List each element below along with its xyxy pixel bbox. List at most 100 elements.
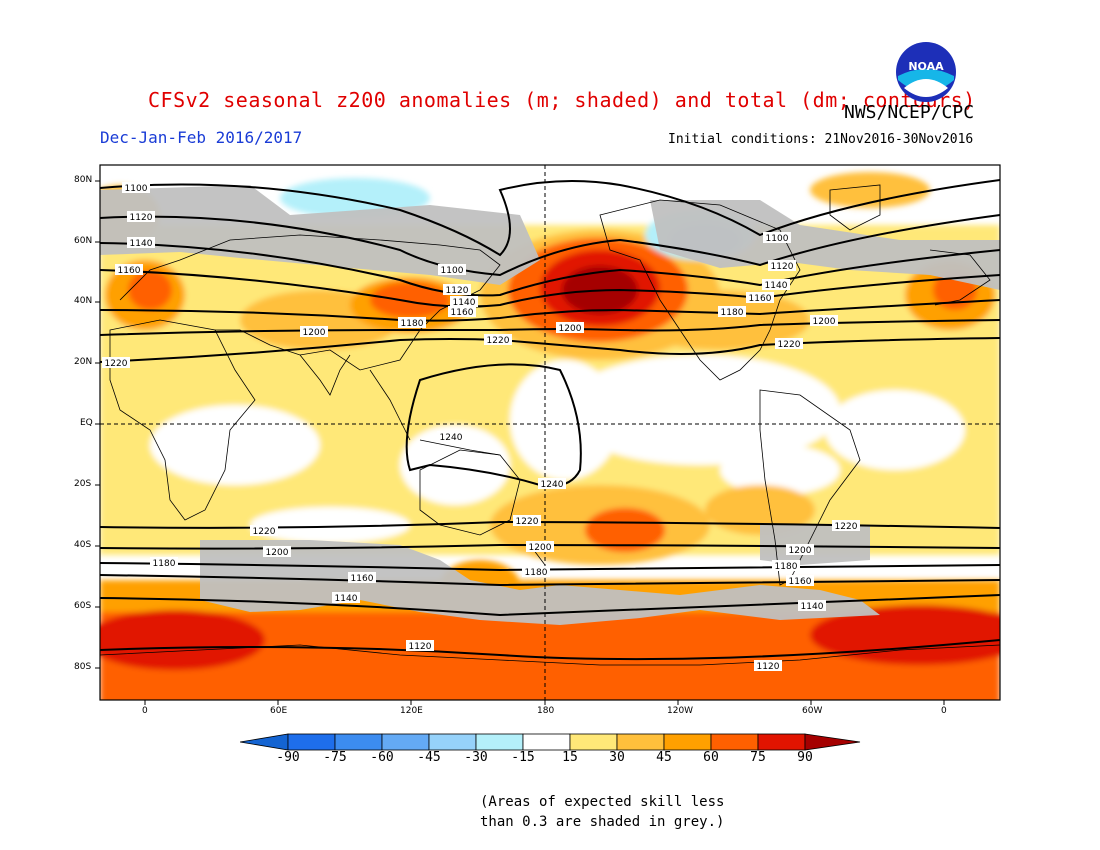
contour-label: 1180 (721, 308, 744, 318)
lat-label: EQ (80, 418, 93, 428)
colorbar-segment (334, 733, 383, 751)
initial-conditions: Initial conditions: 21Nov2016-30Nov2016 (668, 132, 974, 147)
contour-labels: 1100 1120 1140 1160 1100 1120 1140 1160 … (102, 182, 860, 672)
colorbar-segment (616, 733, 665, 751)
colorbar-label: -30 (464, 750, 488, 765)
lon-label: 0 (941, 706, 947, 716)
contour-label: 1120 (771, 262, 794, 272)
lon-label: 120E (400, 706, 423, 716)
contour-label: 1220 (487, 336, 510, 346)
chart-title: CFSv2 seasonal z200 anomalies (m; shaded… (148, 88, 976, 112)
colorbar-segment (804, 733, 861, 751)
lon-label: 0 (142, 706, 148, 716)
contour-s1140 (100, 594, 1000, 617)
contour-label: 1160 (749, 294, 772, 304)
lat-label: 60N (74, 236, 93, 246)
contour-label: 1160 (118, 266, 141, 276)
contour-s1160 (100, 574, 1000, 587)
contour-label: 1220 (253, 527, 276, 537)
map-frame (99, 164, 1001, 701)
lat-label: 40S (74, 540, 92, 550)
contour-label: 1100 (766, 234, 789, 244)
colorbar-segment (428, 733, 477, 751)
contour-label: 1140 (765, 281, 788, 291)
agency-label: NWS/NCEP/CPC (844, 102, 975, 123)
lon-label: 120W (667, 706, 694, 716)
contour-label: 1200 (529, 543, 552, 553)
contour-label: 1180 (153, 559, 176, 569)
colorbar-label: 75 (750, 750, 766, 765)
contour-s1180 (100, 562, 1000, 572)
colorbar-label: -45 (417, 750, 441, 765)
contour-label: 1220 (778, 340, 801, 350)
contour-1220 (100, 337, 1000, 363)
contour-label: 1240 (440, 433, 463, 443)
contour-label: 1220 (835, 522, 858, 532)
lon-label: 60W (802, 706, 823, 716)
contour-label: 1140 (801, 602, 824, 612)
colorbar-label: -60 (370, 750, 394, 765)
lat-label: 80S (74, 662, 92, 672)
forecast-period: Dec-Jan-Feb 2016/2017 (100, 128, 303, 147)
colorbar-label: 15 (562, 750, 578, 765)
contour-1140 (100, 242, 1000, 297)
colorbar-label: -15 (511, 750, 535, 765)
axis-ticks (95, 180, 945, 705)
colorbar-segment (475, 733, 524, 751)
contour-label: 1140 (130, 239, 153, 249)
lat-label: 40N (74, 296, 93, 306)
lon-label: 180 (537, 706, 555, 716)
lat-label: 20N (74, 357, 93, 367)
contour-label: 1200 (813, 317, 836, 327)
contour-label: 1240 (541, 480, 564, 490)
contour-label: 1200 (789, 546, 812, 556)
colorbar-segment (240, 733, 289, 751)
noaa-logo-icon: NOAA (896, 42, 956, 102)
lat-label: 80N (74, 175, 93, 185)
contour-label: 1180 (775, 562, 798, 572)
contour-label: 1100 (441, 266, 464, 276)
skill-note: (Areas of expected skill less than 0.3 a… (480, 792, 724, 832)
lon-label: 60E (270, 706, 288, 716)
contour-label: 1120 (409, 642, 432, 652)
colorbar-label: 30 (609, 750, 625, 765)
contour-label: 1160 (351, 574, 374, 584)
contour-1120 (100, 214, 1000, 277)
contour-label: 1180 (525, 568, 548, 578)
colorbar-segment (381, 733, 430, 751)
contour-label: 1220 (516, 517, 539, 527)
contour-label: 1180 (401, 319, 424, 329)
contour-label: 1200 (559, 324, 582, 334)
colorbar-segment (710, 733, 759, 751)
contour-label: 1100 (125, 184, 148, 194)
contour-label: 1200 (266, 548, 289, 558)
colorbar-segment (757, 733, 806, 751)
contour-label: 1120 (757, 662, 780, 672)
colorbar (240, 733, 861, 751)
lat-label: 60S (74, 601, 92, 611)
contour-label: 1120 (130, 213, 153, 223)
contour-1100 (100, 179, 1000, 257)
contour-label: 1160 (789, 577, 812, 587)
contour-label: 1140 (453, 298, 476, 308)
contour-label: 1200 (303, 328, 326, 338)
colorbar-label: 90 (797, 750, 813, 765)
contour-s1120 (100, 639, 1000, 661)
contour-label: 1120 (446, 286, 469, 296)
contour-1160 (100, 269, 1000, 308)
colorbar-label: -90 (276, 750, 300, 765)
colorbar-segment (569, 733, 618, 751)
contour-label: 1220 (105, 359, 128, 369)
colorbar-label: 60 (703, 750, 719, 765)
skill-note-line: (Areas of expected skill less (480, 794, 725, 810)
contour-1240 (405, 363, 582, 487)
skill-note-line: than 0.3 are shaded in grey.) (480, 814, 725, 830)
contour-s1200 (100, 543, 1000, 550)
contour-s1220 (100, 520, 1000, 529)
colorbar-label: -75 (323, 750, 347, 765)
contour-label: 1160 (451, 308, 474, 318)
colorbar-segment (663, 733, 712, 751)
lat-label: 20S (74, 479, 92, 489)
contour-label: 1140 (335, 594, 358, 604)
colorbar-segment (522, 733, 571, 751)
